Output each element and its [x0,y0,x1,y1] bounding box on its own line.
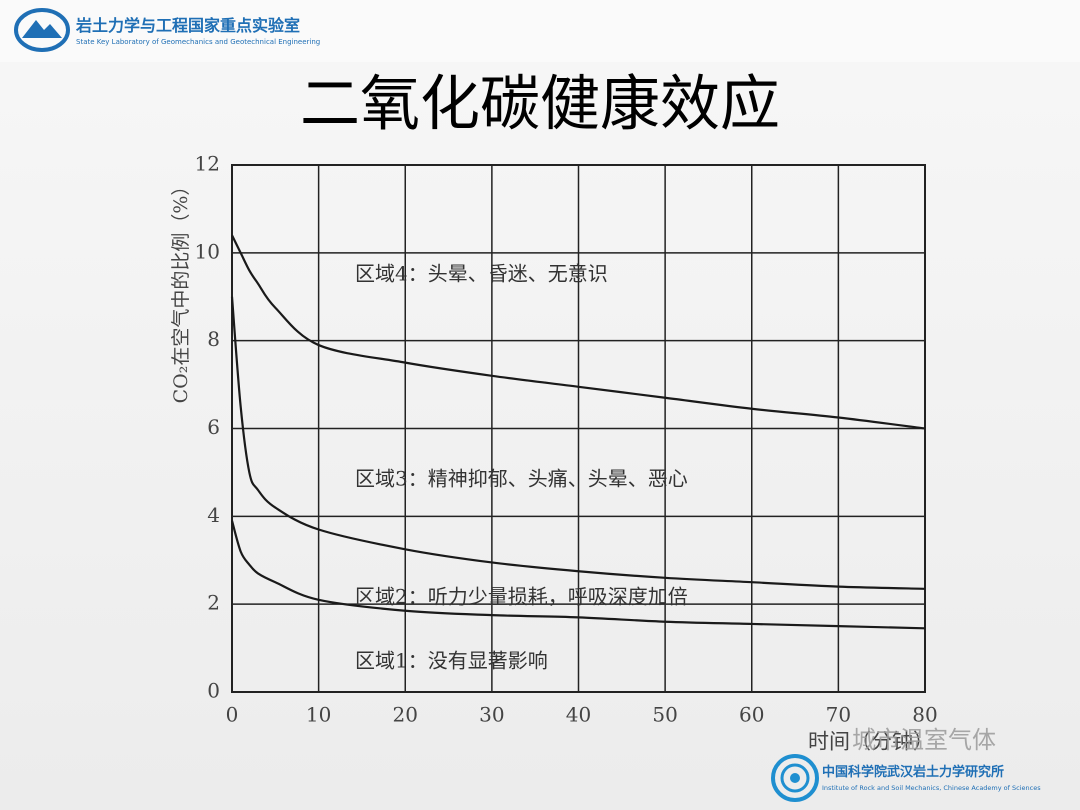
institute-en: Institute of Rock and Soil Mechanics, Ch… [822,784,1041,792]
lab-name: 岩土力学与工程国家重点实验室 [75,16,300,35]
x-tick-label: 40 [566,703,591,727]
footer-logo [771,754,819,802]
x-tick-label: 0 [226,703,239,727]
header-logo [14,8,70,52]
x-tick-label: 10 [306,703,331,727]
y-tick-label: 6 [207,415,220,439]
y-tick-label: 12 [195,152,220,176]
x-tick-label: 20 [393,703,418,727]
x-tick-label: 50 [652,703,677,727]
zone-label: 区域1：没有显著影响 [355,649,548,673]
x-tick-label: 60 [739,703,764,727]
y-tick-label: 10 [195,239,220,263]
chart-title: 二氧化碳健康效应 [300,70,780,140]
y-axis-label: CO₂在空气中的比例（%） [170,177,192,404]
y-tick-label: 4 [207,503,220,527]
line [230,520,926,630]
line [230,296,926,590]
line [231,234,926,430]
x-tick-label: 80 [912,703,937,727]
zone-label: 区域2：听力少量损耗，呼吸深度加倍 [355,585,688,609]
x-axis-label: 时间（分钟） [808,730,934,754]
watermark: 城市温室气体 [852,726,996,754]
x-tick-label: 30 [479,703,504,727]
zone-label: 区域4：头晕、昏迷、无意识 [355,262,608,286]
zone-label: 区域3：精神抑郁、头痛、头晕、恶心 [355,467,688,491]
lab-name-en: State Key Laboratory of Geomechanics and… [76,38,320,46]
header-band [0,0,1080,62]
institute: 中国科学院武汉岩土力学研究所 [822,764,1004,780]
x-tick-label: 70 [826,703,851,727]
y-tick-label: 0 [207,679,220,703]
y-tick-label: 8 [207,327,220,351]
y-tick-label: 2 [207,591,220,615]
